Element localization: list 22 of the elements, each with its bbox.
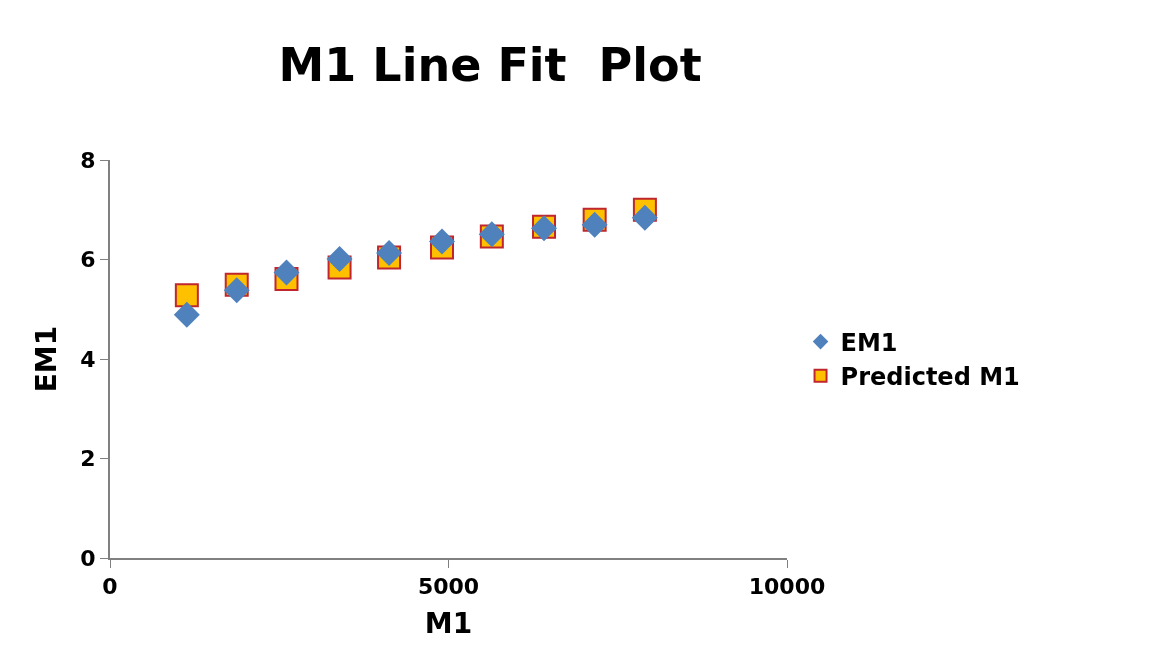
x-tick-label: 0 [102, 574, 118, 600]
point [581, 211, 608, 238]
point [174, 283, 199, 308]
legend-label: EM1 [840, 328, 898, 357]
point [273, 259, 300, 286]
point [326, 246, 353, 272]
y-tick-label: 6 [80, 247, 96, 273]
point [429, 228, 455, 255]
y-tick-label: 0 [80, 545, 96, 571]
y-tick-label: 4 [80, 346, 96, 372]
y-tick-label: 2 [80, 446, 96, 472]
point [376, 240, 403, 267]
chart-title: M1 Line Fit Plot [278, 37, 702, 92]
point [631, 204, 658, 231]
y-tick-label: 8 [80, 147, 96, 173]
y-axis-title: EM1 [30, 325, 64, 393]
point [173, 301, 200, 328]
x-tick-label: 10000 [748, 574, 826, 600]
x-axis-title: M1 [424, 607, 473, 640]
x-tick-label: 5000 [417, 574, 480, 600]
legend-label: Predicted M1 [840, 363, 1020, 392]
point [223, 277, 250, 304]
